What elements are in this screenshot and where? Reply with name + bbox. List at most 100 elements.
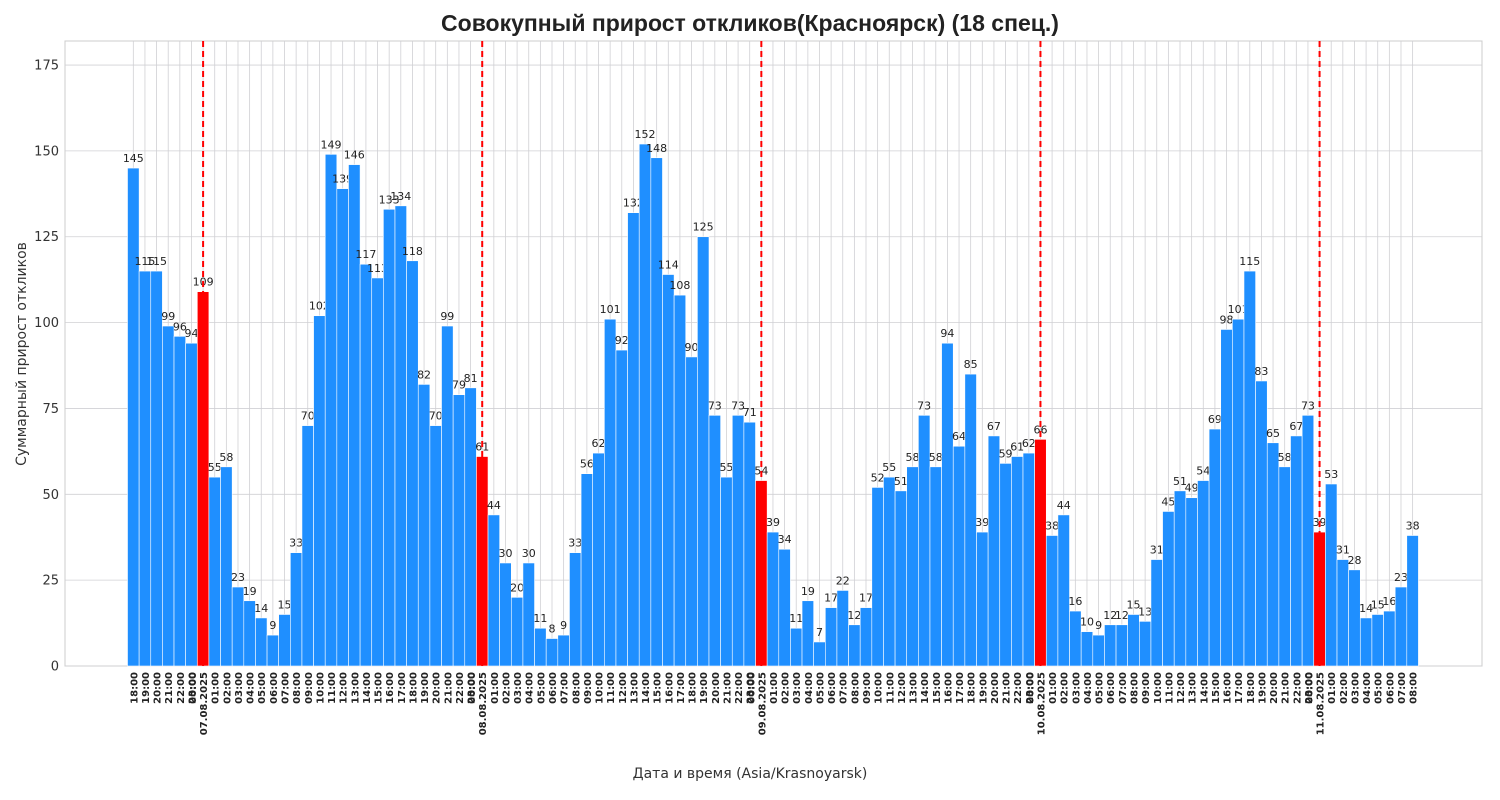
bar [522,562,535,667]
x-tick-label: 14:00 [1199,672,1210,704]
bar [1080,631,1094,667]
bar [697,236,710,667]
bar-value-label: 58 [219,451,233,464]
x-tick-label: 17:00 [1234,672,1245,704]
bar-value-label: 39 [766,516,780,529]
x-tick-label: 06:00 [548,672,559,704]
bar-value-label: 81 [464,372,478,385]
bar-value-label: 99 [161,310,175,323]
bar-value-label: 58 [906,451,920,464]
bar-value-label: 19 [243,585,257,598]
x-tick-label: 07:00 [281,672,292,704]
x-tick-label: 18:00 [1246,672,1257,704]
x-tick-label: 09:00 [583,672,594,704]
bar [1383,610,1396,667]
bar-value-label: 70 [429,410,443,423]
bar [510,597,524,667]
bar [720,476,733,667]
x-tick-label: 04:00 [525,672,536,704]
bar-value-label: 145 [123,152,144,165]
bar-value-label: 51 [1173,475,1187,488]
x-tick-label: 06:00 [1106,672,1117,704]
bar [894,490,908,667]
x-tick-label: 17:00 [676,672,687,704]
x-tick-label: 02:00 [222,672,233,704]
bar [766,531,780,667]
x-tick-label: 21:00 [1281,672,1292,704]
bar [790,627,803,667]
y-tick-label: 125 [34,230,59,245]
x-tick-label: 12:00 [618,672,629,704]
bar-value-label: 30 [498,547,512,560]
bar [324,154,338,667]
y-tick-label: 100 [34,316,59,331]
bar-value-label: 56 [580,458,594,471]
x-tick-label: 08.08.2025 [478,672,489,735]
x-tick-label: 08:00 [1129,672,1140,704]
bar [906,466,919,667]
bar-value-label: 73 [917,399,931,412]
bar-value-label: 14 [1359,602,1373,615]
bar [1336,559,1349,667]
x-tick-label: 04:00 [1083,672,1094,704]
x-tick-label: 12:00 [1176,672,1187,704]
x-tick-label: 01:00 [769,672,780,704]
bar [394,205,407,667]
x-tick-label: 05:00 [536,672,547,704]
x-tick-label: 22:00 [455,672,466,704]
x-tick-label: 05:00 [815,672,826,704]
bar [487,514,500,667]
x-tick-label: 08:00 [1409,672,1420,704]
bar-value-label: 69 [1208,413,1222,426]
x-tick-label: 04:00 [246,672,257,704]
bar-value-label: 114 [658,259,679,272]
bar [1150,559,1163,667]
bar [1045,535,1059,667]
bar-value-label: 31 [1336,544,1350,557]
x-tick-label: 16:00 [385,672,396,704]
x-tick-label: 15:00 [1211,672,1222,704]
x-tick-label: 08:00 [571,672,582,704]
bar [1301,415,1315,667]
x-tick-label: 09:00 [1141,672,1152,704]
bar-value-label: 15 [278,598,292,611]
bar [1394,586,1408,667]
x-tick-label: 17:00 [397,672,408,704]
bar-value-label: 44 [1057,499,1071,512]
x-tick-label: 01:00 [211,672,222,704]
bar [941,342,954,667]
bar-value-label: 9 [269,619,276,632]
bar [1197,480,1210,667]
bar [1278,466,1291,667]
x-tick-label: 00:00 [467,672,478,704]
x-tick-label: 22:00 [1013,672,1024,704]
bar-value-label: 132 [623,197,644,210]
bar [417,384,431,667]
bar [1127,614,1140,667]
bar [220,466,233,667]
bar [580,473,594,667]
bar-value-label: 62 [1022,437,1036,450]
bar-value-label: 12 [1103,609,1117,622]
bar [255,617,268,667]
bar-value-label: 85 [964,358,978,371]
bar [638,143,652,667]
bar [313,315,326,667]
bar [429,425,442,667]
x-tick-label: 22:00 [1292,672,1303,704]
x-tick-label: 18:00 [129,672,140,704]
x-tick-label: 14:00 [362,672,373,704]
bar [452,394,466,667]
bar [336,188,349,667]
bar [731,415,745,667]
bar-value-label: 14 [254,602,268,615]
bar-value-label: 55 [719,461,733,474]
x-tick-label: 13:00 [350,672,361,704]
bar-value-label: 102 [309,300,330,313]
bar [557,634,570,667]
x-tick-label: 23:00 [1025,672,1036,704]
bar-value-label: 55 [208,461,222,474]
bar [627,212,640,667]
bar [1115,624,1128,667]
bar [1208,428,1222,667]
